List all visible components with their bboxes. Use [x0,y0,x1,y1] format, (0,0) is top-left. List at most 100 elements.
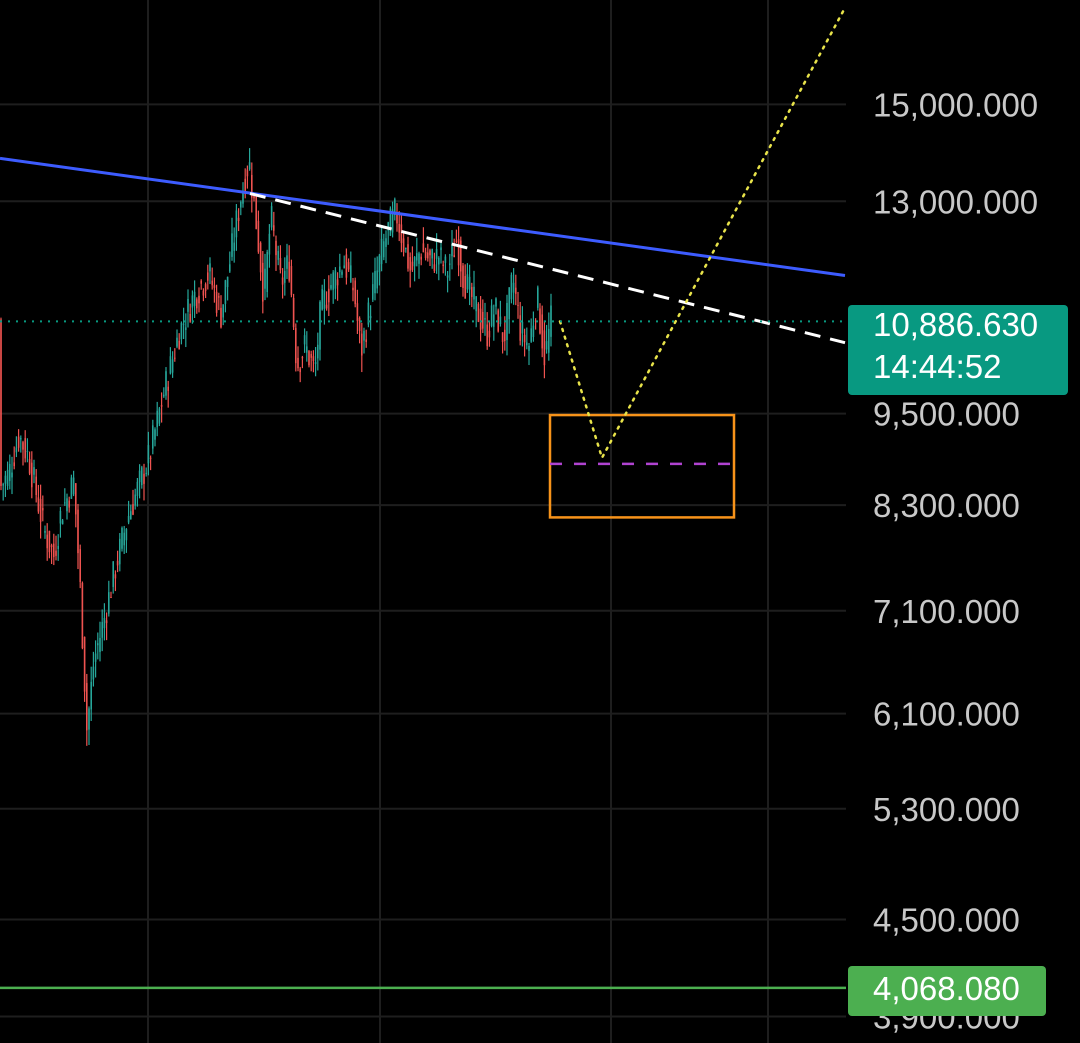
candle-body [77,509,79,554]
last-price-badge-background [848,305,1068,395]
candle-body [526,342,528,346]
candle-body [446,275,449,278]
candle-body [548,328,550,353]
candle-body [299,368,301,373]
candle-body [345,254,348,278]
candle-body [306,346,308,353]
candle-body [130,511,132,520]
candle-body [372,284,374,300]
candle-body [273,225,275,231]
candle-body [495,298,497,307]
y-axis-tick-label: 6,100.000 [873,696,1020,733]
candle-body [486,324,488,347]
candle-body [105,620,108,624]
candle-body [420,256,422,260]
candle-body [207,272,209,281]
candle-body [431,249,433,259]
support-level-badge: 4,068.080 [848,966,1046,1016]
candle-body [6,469,9,486]
candle-body [330,285,332,289]
candle-body [490,305,493,326]
candle-body [66,498,68,512]
candle-body [413,257,416,267]
price-badges: 10,886.630 14:44:52 4,068.080 [848,305,1068,1016]
candle-body [180,322,183,340]
candle-body [4,475,7,484]
candle-body [510,274,513,300]
candle-body [101,622,103,638]
candle-body [9,463,11,482]
candle-body [543,330,546,366]
candle-body [297,357,299,369]
candle-body [68,500,70,508]
candle-body [528,345,530,351]
candle-body [123,532,125,546]
candle-body [242,190,244,204]
candle-body [376,270,378,289]
candle-body [97,643,99,646]
candle-body [506,302,508,341]
candle-body [145,472,147,474]
candle-body [444,256,447,263]
candle-body [341,271,343,275]
drawing-layer[interactable] [0,6,847,519]
candle-body [424,251,427,258]
candle-body [383,241,385,258]
projection-path[interactable] [558,6,847,462]
candle-body [405,247,407,250]
candle-body [211,280,213,286]
candle-body [237,217,240,221]
target-zone-box[interactable] [548,413,736,519]
candle-body [323,290,326,309]
candle-body [57,545,59,549]
candle-body [240,201,242,208]
candle-body [284,270,286,283]
candle-body [59,510,62,524]
candle-body [15,447,18,453]
candle-body [449,263,451,265]
candle-body [523,334,526,343]
candle-body [193,291,196,306]
candle-body [418,253,420,264]
candle-body [152,425,154,449]
candle-body [64,502,66,504]
candle-body [400,224,403,243]
candle-body [314,362,317,364]
candle-body [442,264,444,267]
candle-body [136,481,139,496]
candle-body [22,442,24,450]
candle-body [295,328,297,364]
candle-body [484,318,486,320]
candle-body [402,238,405,253]
candle-body [182,323,185,325]
candle-body [176,337,178,347]
candle-body [119,538,121,565]
y-axis-tick-label: 7,100.000 [873,593,1020,630]
y-axis-tick-label: 9,500.000 [873,396,1020,433]
candle-body [539,308,541,334]
candle-body [303,335,306,345]
y-axis-tick-label: 13,000.000 [873,183,1038,220]
candle-body [427,252,429,259]
candle-body [149,457,152,459]
candle-body [416,253,418,261]
y-axis-tick-label: 15,000.000 [873,86,1038,123]
candle-body [24,438,26,459]
candle-body [75,483,77,515]
candle-body [363,330,365,341]
candle-body [2,484,4,486]
candle-body [433,264,436,272]
candle-body [438,257,440,265]
candle-body [202,290,205,296]
candle-body [257,220,260,252]
candle-body [277,251,279,260]
candle-body [110,597,112,599]
candle-body [163,394,165,397]
y-axis-tick-label: 5,300.000 [873,791,1020,828]
resistance-trendline[interactable] [0,156,846,277]
candle-body [398,223,400,233]
candle-body [90,681,92,710]
